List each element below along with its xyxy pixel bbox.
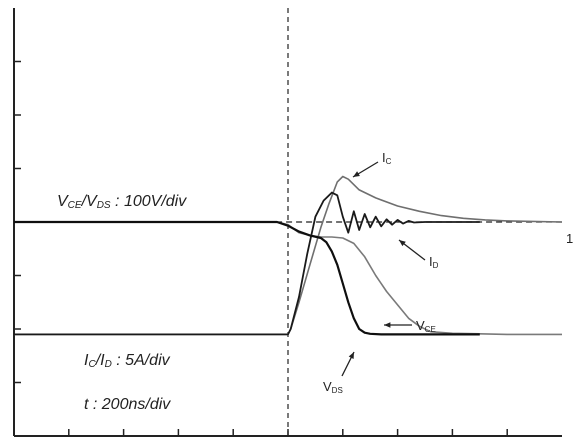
reference-marker: 1 [566,231,573,246]
current-scale-label: IC/ID : 5A/div [84,352,170,370]
series-label-ic: IC [382,150,391,166]
series-label-id: ID [429,254,438,270]
label-arrows [342,162,425,376]
series-label-vds: VDS [323,379,343,395]
arrow-vce-head [384,322,390,327]
series-line-vds [14,222,480,334]
voltage-scale-label: VCE/VDS : 100V/div [57,193,186,211]
series-line-id [14,193,480,335]
series-label-vce: VCE [416,318,436,334]
time-scale-label: t : 200ns/div [84,396,170,414]
